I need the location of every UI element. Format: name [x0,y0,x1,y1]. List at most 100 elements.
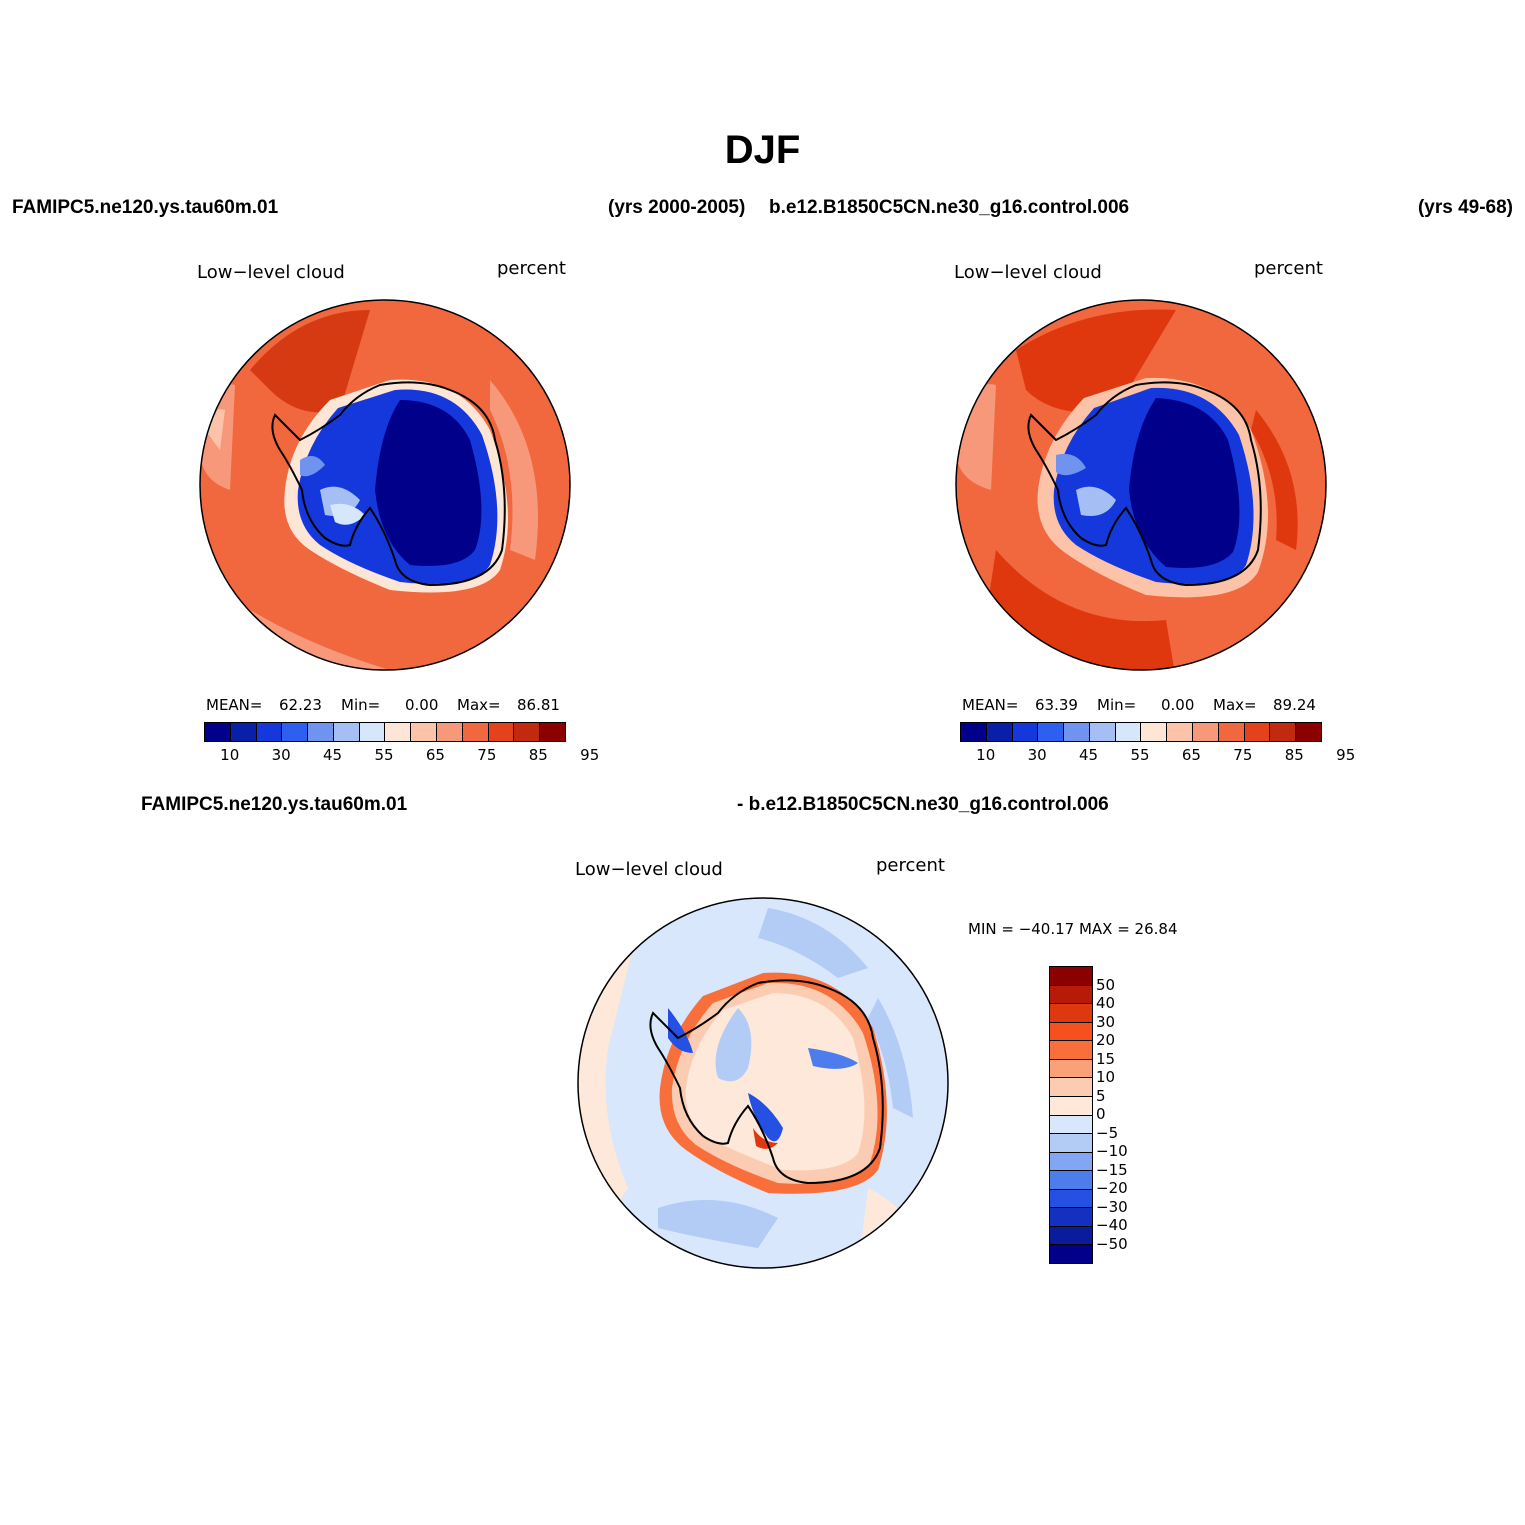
colorbar-swatch [385,723,412,741]
panel1-colorbar-ticks: 10 30 45 55 65 75 85 95 [204,746,599,766]
diff-units: percent [876,855,945,876]
case1-years: (yrs 2000-2005) [608,197,746,218]
diff-colorbar-ticks: 50 40 30 20 15 10 5 0 −5 −10 −15 −20 −30 −40 −50 [1096,966,1156,1262]
colorbar-swatch [1050,1004,1092,1023]
colorbar-swatch [1050,1152,1092,1172]
panel2-colorbar-ticks: 10 30 45 55 65 75 85 95 [960,746,1355,766]
colorbar-swatch [282,723,309,741]
colorbar-swatch [1064,723,1090,741]
colorbar-tick-label: 75 [477,746,497,764]
panel1-units: percent [497,258,566,279]
diff-case1-name: FAMIPC5.ne120.ys.tau60m.01 [141,794,408,815]
colorbar-swatch [1050,1134,1092,1153]
panel1-max-value: 86.81 [517,696,560,714]
colorbar-swatch [1193,723,1219,741]
colorbar-swatch [1050,1189,1092,1209]
colorbar-swatch [1089,723,1116,741]
colorbar-swatch [1050,1059,1092,1079]
colorbar-tick-label: 10 [1096,1068,1116,1086]
colorbar-swatch [230,723,257,741]
colorbar-tick-label: 5 [1096,1086,1106,1105]
colorbar-tick-label: −40 [1096,1216,1128,1234]
colorbar-swatch [333,723,360,741]
diff-minmax: MIN = −40.17 MAX = 26.84 [968,920,1178,938]
panel1-min-value: 0.00 [405,696,439,714]
colorbar-tick-label: 30 [1096,1012,1116,1031]
colorbar-tick-label: 95 [1336,746,1356,764]
panel1-variable: Low−level cloud [197,262,345,283]
colorbar-tick-label: 0 [1096,1105,1106,1123]
panel1-min-label: Min= [341,696,381,714]
case1-name: FAMIPC5.ne120.ys.tau60m.01 [12,197,279,218]
colorbar-swatch [205,723,231,741]
colorbar-swatch [256,723,283,741]
colorbar-swatch [1115,723,1142,741]
colorbar-swatch [1050,985,1092,1005]
diff-variable: Low−level cloud [575,859,723,880]
diff-map [577,897,949,1269]
colorbar-swatch [1050,1096,1092,1116]
colorbar-tick-label: 45 [323,746,343,764]
colorbar-tick-label: 45 [1079,746,1099,764]
colorbar-swatch [1050,1115,1092,1135]
colorbar-swatch [1167,723,1194,741]
colorbar-tick-label: −30 [1096,1197,1128,1216]
colorbar-tick-label: 75 [1233,746,1253,764]
colorbar-tick-label: 65 [1181,746,1201,764]
panel2-map [955,299,1327,671]
colorbar-swatch [308,723,334,741]
colorbar-swatch [1270,723,1297,741]
colorbar-swatch [1050,1226,1092,1246]
colorbar-tick-label: −15 [1096,1160,1128,1179]
colorbar-tick-label: −5 [1096,1123,1119,1142]
panel2-min-label: Min= [1097,696,1137,714]
colorbar-tick-label: 95 [580,746,600,764]
panel1-mean-value: 62.23 [279,696,322,714]
colorbar-tick-label: 30 [271,746,291,764]
panel1-mean-label: MEAN= [206,696,263,714]
colorbar-tick-label: 55 [1130,746,1150,764]
colorbar-swatch [1050,1022,1092,1042]
panel2-units: percent [1254,258,1323,279]
colorbar-tick-label: 10 [976,746,996,764]
colorbar-swatch [1141,723,1168,741]
colorbar-tick-label: 40 [1096,994,1116,1012]
panel1-map [199,299,571,671]
panel2-mean-label: MEAN= [962,696,1019,714]
colorbar-swatch [1218,723,1245,741]
panel2-max-value: 89.24 [1273,696,1316,714]
colorbar-tick-label: 15 [1096,1049,1116,1068]
colorbar-swatch [411,723,438,741]
colorbar-tick-label: 55 [374,746,394,764]
panel2-colorbar [960,722,1322,742]
colorbar-swatch [488,723,515,741]
colorbar-tick-label: 85 [528,746,548,764]
case2-name: b.e12.B1850C5CN.ne30_g16.control.006 [769,197,1130,218]
diff-colorbar [1049,966,1093,1264]
colorbar-swatch [540,723,565,741]
page-title: DJF [724,128,801,172]
colorbar-swatch [1296,723,1321,741]
colorbar-swatch [1050,967,1092,986]
colorbar-swatch [1050,1078,1092,1097]
panel2-mean-value: 63.39 [1035,696,1078,714]
panel1-max-label: Max= [457,696,501,714]
case2-years: (yrs 49-68) [1417,197,1513,218]
panel1-colorbar [204,722,566,742]
colorbar-swatch [1038,723,1065,741]
panel2-variable: Low−level cloud [954,262,1102,283]
colorbar-swatch [437,723,463,741]
colorbar-tick-label: −50 [1096,1234,1128,1253]
colorbar-tick-label: 30 [1027,746,1047,764]
colorbar-swatch [462,723,489,741]
colorbar-swatch [986,723,1013,741]
colorbar-tick-label: 20 [1096,1031,1116,1049]
colorbar-swatch [1050,1208,1092,1227]
colorbar-tick-label: 65 [425,746,445,764]
colorbar-tick-label: −20 [1096,1179,1128,1197]
colorbar-tick-label: 10 [220,746,240,764]
diff-case2-name: - b.e12.B1850C5CN.ne30_g16.control.006 [737,794,1109,815]
colorbar-swatch [1050,1171,1092,1190]
colorbar-swatch [1244,723,1271,741]
colorbar-tick-label: 50 [1096,975,1116,994]
